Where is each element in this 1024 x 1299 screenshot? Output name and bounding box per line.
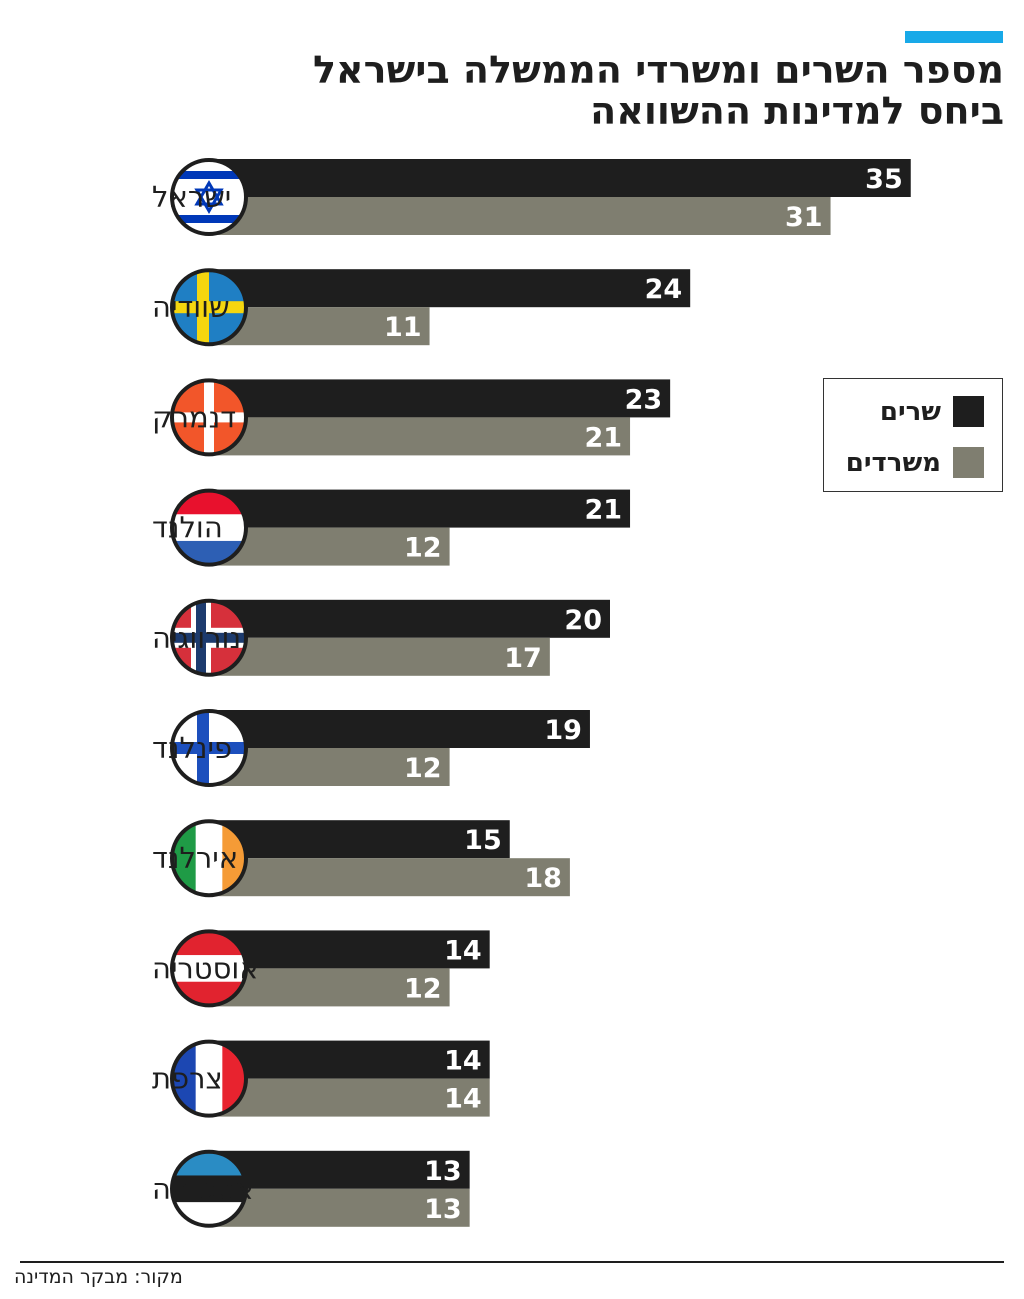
category-label: דנמרק bbox=[152, 400, 236, 434]
value-label-ministers: 20 bbox=[564, 605, 602, 636]
ireland-flag-icon bbox=[170, 819, 248, 898]
bar-ministers bbox=[209, 379, 671, 418]
chart-row: 35 31 ישראל bbox=[152, 158, 911, 236]
france-flag-icon bbox=[170, 1039, 248, 1118]
legend: שרים משרדים bbox=[823, 378, 1003, 492]
value-label-ministers: 14 bbox=[444, 1046, 482, 1077]
category-label: שוודיה bbox=[152, 290, 230, 324]
bar-ministers bbox=[209, 599, 610, 638]
bar-offices bbox=[209, 858, 570, 897]
austria-flag-icon bbox=[170, 929, 248, 1008]
value-label-offices: 21 bbox=[584, 422, 622, 453]
value-label-offices: 12 bbox=[404, 533, 442, 564]
category-label: אירלנד bbox=[152, 841, 238, 875]
bar-ministers bbox=[209, 1040, 490, 1079]
value-label-offices: 12 bbox=[404, 753, 442, 784]
bar-chart: 3531ישראל2411שוודיה2321דנמרק2112הולנד201… bbox=[152, 158, 911, 1228]
value-label-offices: 31 bbox=[785, 202, 823, 233]
legend-label-offices: משרדים bbox=[845, 447, 941, 478]
category-label: צרפת bbox=[152, 1062, 223, 1096]
value-label-ministers: 13 bbox=[424, 1156, 462, 1187]
bar-ministers bbox=[209, 820, 510, 859]
bar-offices bbox=[209, 527, 450, 566]
value-label-ministers: 14 bbox=[444, 935, 482, 966]
value-label-offices: 12 bbox=[404, 973, 442, 1004]
bar-offices bbox=[209, 1188, 470, 1227]
bar-ministers bbox=[209, 159, 911, 197]
chart-row: 13 13 אסטוניה bbox=[152, 1149, 470, 1228]
israel-flag-icon bbox=[170, 158, 248, 236]
legend-item-offices: משרדים bbox=[846, 447, 984, 478]
footer-rule bbox=[20, 1261, 1004, 1263]
chart-title: מספר השרים ומשרדי הממשלה בישראל ביחס למד… bbox=[24, 50, 1004, 132]
sweden-flag-icon bbox=[170, 268, 248, 347]
legend-item-ministers: שרים bbox=[880, 396, 984, 427]
source-note: מקור: מבקר המדינה bbox=[14, 1266, 183, 1288]
chart-row: 20 17 נורווגיה bbox=[152, 598, 610, 677]
title-line-2: ביחס למדינות ההשוואה bbox=[590, 89, 1004, 133]
value-label-offices: 17 bbox=[504, 643, 542, 674]
bar-offices bbox=[209, 1078, 490, 1117]
legend-swatch-ministers bbox=[953, 396, 984, 427]
bar-ministers bbox=[209, 1150, 470, 1189]
value-label-ministers: 35 bbox=[865, 164, 903, 195]
chart-row: 15 18 אירלנד bbox=[152, 819, 570, 898]
value-label-ministers: 21 bbox=[584, 495, 622, 526]
value-label-ministers: 15 bbox=[464, 825, 502, 856]
denmark-flag-icon bbox=[170, 378, 248, 457]
value-label-offices: 18 bbox=[524, 863, 562, 894]
norway-flag-icon bbox=[170, 598, 248, 677]
chart-row: 14 14 צרפת bbox=[152, 1039, 490, 1118]
bar-offices bbox=[209, 417, 631, 456]
bar-ministers bbox=[209, 930, 490, 969]
bar-offices bbox=[209, 748, 450, 786]
category-label: הולנד bbox=[152, 511, 223, 545]
legend-label-ministers: שרים bbox=[879, 396, 941, 427]
bar-ministers bbox=[209, 710, 590, 748]
netherlands-flag-icon bbox=[170, 488, 248, 567]
bar-offices bbox=[209, 968, 450, 1007]
category-label: אסטוניה bbox=[152, 1172, 254, 1206]
value-label-ministers: 24 bbox=[645, 274, 683, 305]
bar-offices bbox=[209, 637, 550, 676]
category-label: אוסטריה bbox=[152, 951, 259, 985]
bar-ministers bbox=[209, 269, 691, 308]
bar-ministers bbox=[209, 489, 631, 528]
chart-row: 19 12 פינלנד bbox=[152, 709, 590, 787]
category-label: פינלנד bbox=[152, 731, 232, 765]
value-label-offices: 14 bbox=[444, 1084, 482, 1115]
bar-offices bbox=[209, 197, 831, 235]
value-label-offices: 11 bbox=[384, 312, 422, 343]
finland-flag-icon bbox=[170, 709, 248, 787]
value-label-ministers: 23 bbox=[625, 384, 663, 415]
category-label: נורווגיה bbox=[152, 621, 241, 655]
chart-row: 21 12 הולנד bbox=[152, 488, 631, 567]
value-label-offices: 13 bbox=[424, 1194, 462, 1225]
category-label: ישראל bbox=[152, 180, 231, 214]
chart-row: 24 11 שוודיה bbox=[152, 268, 691, 347]
accent-bar bbox=[905, 31, 1003, 43]
estonia-flag-icon bbox=[170, 1149, 248, 1228]
legend-swatch-offices bbox=[953, 447, 984, 478]
title-line-1: מספר השרים ומשרדי הממשלה בישראל bbox=[312, 48, 1004, 92]
value-label-ministers: 19 bbox=[544, 715, 582, 746]
